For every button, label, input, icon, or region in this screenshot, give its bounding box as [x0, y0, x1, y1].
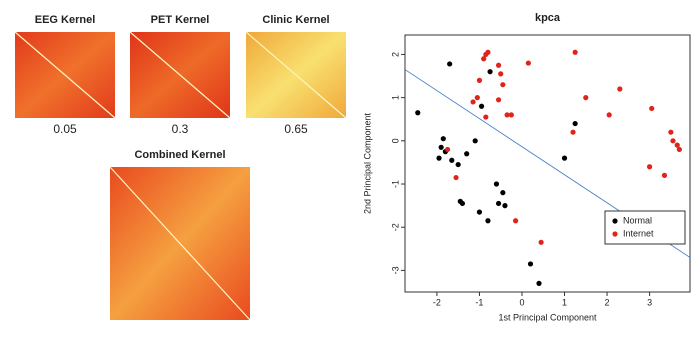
point [570, 129, 576, 135]
point [449, 157, 455, 163]
point [474, 95, 480, 101]
kernel-weight: 0.65 [284, 122, 308, 136]
point [500, 82, 506, 88]
point [485, 218, 491, 224]
heatmap-diagonal [245, 31, 347, 119]
point [440, 136, 446, 142]
x-tick-label: 3 [647, 297, 652, 307]
point [415, 110, 421, 116]
point [606, 112, 612, 118]
point [459, 200, 466, 207]
heatmap-title: PET Kernel [151, 14, 210, 26]
point [670, 138, 676, 144]
point [676, 146, 682, 153]
point [536, 280, 542, 286]
heatmap-title: Clinic Kernel [262, 14, 329, 26]
legend-marker [612, 231, 618, 237]
x-tick-label: -2 [433, 297, 441, 307]
legend-marker [612, 218, 618, 224]
point [646, 164, 653, 170]
heatmap-diagonal [129, 31, 231, 119]
point [617, 86, 623, 92]
heatmap-title: EEG Kernel [35, 14, 96, 26]
point [572, 120, 578, 127]
point [453, 174, 459, 181]
point [485, 49, 491, 55]
x-tick-label: 0 [519, 297, 524, 307]
point [527, 261, 534, 267]
point [495, 200, 502, 207]
point [436, 155, 442, 161]
y-tick-label: -2 [390, 223, 400, 231]
y-axis-label: 2nd Principal Component [362, 112, 372, 214]
point [649, 105, 655, 112]
x-tick-label: 2 [605, 297, 610, 307]
x-tick-label: 1 [562, 297, 567, 307]
point [495, 97, 502, 103]
point [500, 190, 506, 196]
point [674, 142, 680, 148]
point [572, 49, 578, 55]
point [476, 209, 483, 215]
point [661, 172, 668, 178]
point [476, 77, 483, 83]
point [478, 103, 485, 109]
plot-frame [404, 34, 691, 293]
point [447, 61, 453, 67]
point [498, 71, 504, 77]
y-tick-label: -1 [390, 180, 400, 188]
legend-label: Internet [623, 228, 654, 238]
point [538, 239, 544, 245]
point [512, 218, 519, 224]
x-axis-label: 1st Principal Component [498, 312, 597, 322]
y-tick-label: -3 [390, 266, 400, 274]
point [525, 60, 531, 66]
point [487, 69, 493, 75]
point [481, 56, 487, 62]
point [472, 138, 478, 144]
point [504, 112, 510, 118]
point [464, 151, 470, 157]
point [508, 112, 514, 118]
kernel-weight: 0.3 [172, 122, 189, 136]
point [470, 99, 476, 105]
x-tick-label: -1 [475, 297, 483, 307]
legend-box [604, 210, 686, 245]
point [495, 62, 502, 68]
point [438, 144, 444, 150]
y-tick-label: 2 [390, 52, 400, 57]
point [493, 181, 500, 187]
point [455, 161, 461, 168]
y-tick-label: 0 [390, 138, 400, 143]
heatmap-diagonal [14, 31, 116, 119]
legend-label: Normal [623, 215, 652, 225]
point [561, 155, 568, 161]
heatmap-diagonal [109, 166, 251, 321]
heatmap-title: Combined Kernel [134, 149, 225, 161]
point [583, 95, 589, 101]
y-tick-label: 1 [390, 95, 400, 100]
chart-title: kpca [535, 12, 561, 24]
kernel-weight: 0.05 [53, 122, 77, 136]
point [502, 203, 508, 209]
point [444, 146, 451, 153]
point [668, 129, 674, 135]
point [483, 114, 489, 120]
